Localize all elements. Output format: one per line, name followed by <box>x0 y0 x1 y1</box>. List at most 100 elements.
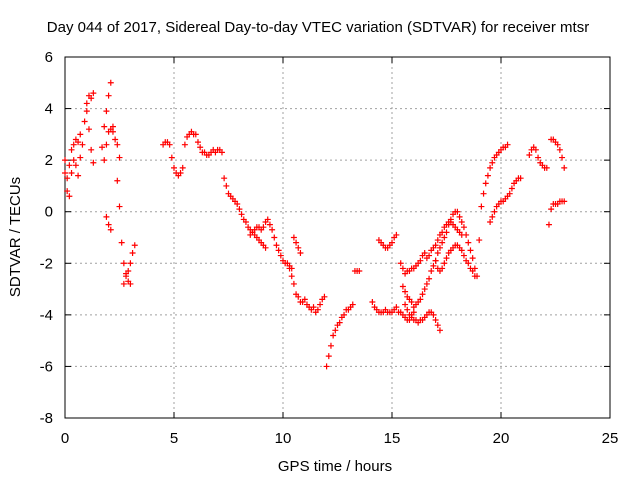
data-point <box>460 224 467 231</box>
data-point <box>554 141 561 148</box>
series-arc-m <box>286 265 328 316</box>
series-arc-a <box>62 131 84 195</box>
data-point <box>181 141 188 148</box>
data-point <box>439 265 446 272</box>
data-point <box>75 139 82 146</box>
data-point <box>194 139 201 146</box>
data-point <box>127 280 134 287</box>
data-point <box>421 249 428 256</box>
data-point <box>369 298 376 305</box>
data-point <box>399 265 406 272</box>
series-arc-w <box>487 175 524 226</box>
series-arc-u <box>402 301 443 334</box>
data-point <box>88 146 95 153</box>
data-point <box>478 203 485 210</box>
data-point <box>336 319 343 326</box>
data-point <box>460 252 467 259</box>
data-point <box>504 141 511 148</box>
x-tick-label: 15 <box>384 430 401 447</box>
data-point <box>286 265 293 272</box>
data-point <box>393 231 400 238</box>
data-point <box>434 237 441 244</box>
data-point <box>508 185 515 192</box>
data-point <box>62 170 68 177</box>
data-point <box>426 252 433 259</box>
data-point <box>234 200 241 207</box>
data-point <box>120 260 127 267</box>
data-point <box>120 280 127 287</box>
data-point <box>192 131 199 138</box>
data-point <box>171 164 177 171</box>
data-point <box>423 280 430 287</box>
data-point <box>293 239 300 246</box>
data-point <box>266 221 273 228</box>
data-point <box>439 239 446 246</box>
series-arc-v <box>432 242 478 280</box>
data-point <box>197 144 204 151</box>
data-point <box>103 108 110 115</box>
data-point <box>238 211 245 218</box>
data-point <box>441 234 448 241</box>
data-point <box>397 260 404 267</box>
data-point <box>68 146 75 153</box>
data-point <box>166 141 173 148</box>
data-point <box>421 286 428 293</box>
data-point <box>123 273 130 280</box>
data-point <box>393 304 400 311</box>
y-tick-label: 0 <box>45 204 53 221</box>
data-point <box>314 306 321 313</box>
chart-title: Day 044 of 2017, Sidereal Day-to-day VTE… <box>47 19 589 36</box>
data-point <box>491 208 498 215</box>
data-point <box>75 172 82 179</box>
series-arc-f <box>101 126 123 164</box>
data-point <box>66 193 73 200</box>
data-point <box>269 226 276 233</box>
data-point <box>458 247 465 254</box>
data-point <box>317 301 324 308</box>
series-arc-e <box>99 79 116 151</box>
data-point <box>430 311 437 318</box>
data-point <box>428 268 435 275</box>
data-point <box>105 221 112 228</box>
data-point <box>325 353 332 360</box>
data-point <box>469 268 476 275</box>
y-tick-label: -8 <box>40 410 53 427</box>
data-point <box>458 219 465 226</box>
data-point <box>526 151 533 158</box>
data-point <box>517 175 524 182</box>
data-point <box>399 283 406 290</box>
data-point <box>489 159 496 166</box>
data-point <box>107 79 114 86</box>
data-point <box>131 242 138 249</box>
data-point <box>323 363 330 370</box>
data-point <box>77 154 84 161</box>
y-tick-label: 2 <box>45 152 53 169</box>
data-point <box>264 216 271 223</box>
data-point <box>389 239 395 246</box>
data-point <box>463 231 470 238</box>
series-arc-k <box>221 175 269 251</box>
data-point <box>127 260 134 267</box>
x-tick-label: 25 <box>602 430 619 447</box>
data-point <box>90 90 97 97</box>
series-arc-j <box>160 128 225 179</box>
data-point <box>436 327 443 334</box>
data-point <box>221 175 228 182</box>
data-point <box>456 213 463 220</box>
data-point <box>402 288 409 295</box>
data-point <box>168 154 175 161</box>
data-point <box>356 268 363 275</box>
data-point <box>101 123 108 130</box>
data-point <box>114 177 121 184</box>
data-point <box>83 108 90 115</box>
data-point <box>301 296 308 303</box>
x-tick-labels: 0 5 10 15 20 25 <box>61 430 619 447</box>
data-point <box>402 301 409 308</box>
y-tick-label: -6 <box>40 358 53 375</box>
data-point <box>487 164 494 171</box>
data-point <box>561 164 568 171</box>
tick-layer <box>64 56 611 419</box>
data-point <box>465 260 472 267</box>
series-arc-q <box>369 298 417 324</box>
data-point <box>70 157 77 164</box>
